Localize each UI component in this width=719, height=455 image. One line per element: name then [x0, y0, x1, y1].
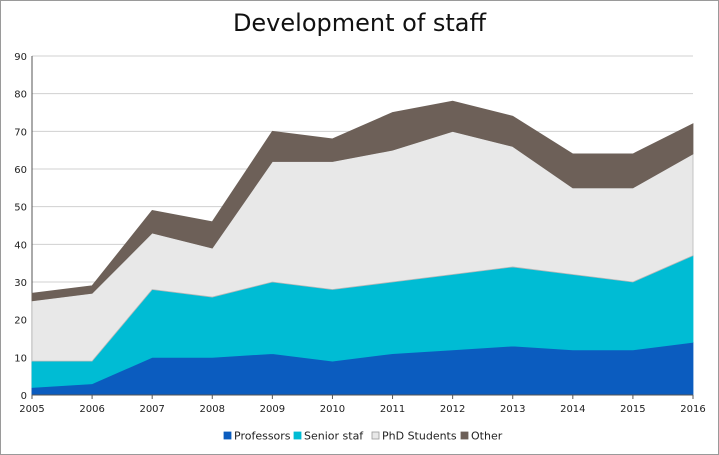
x-tick-label: 2008 — [200, 404, 225, 415]
x-tick-label: 2009 — [260, 404, 285, 415]
x-tick-label: 2013 — [500, 404, 525, 415]
y-tick-label: 70 — [14, 127, 27, 138]
legend-label: Professors — [234, 430, 291, 443]
x-tick-label: 2015 — [620, 404, 645, 415]
y-tick-label: 30 — [14, 278, 27, 289]
x-tick-label: 2010 — [320, 404, 345, 415]
y-tick-label: 20 — [14, 316, 27, 327]
legend-label: PhD Students — [382, 430, 457, 443]
y-tick-label: 40 — [14, 240, 27, 251]
y-tick-label: 80 — [14, 90, 27, 101]
y-tick-label: 50 — [14, 203, 27, 214]
legend-swatch-phd-students — [371, 431, 380, 440]
x-tick-label: 2016 — [680, 404, 705, 415]
legend-swatch-other — [460, 431, 469, 440]
y-tick-label: 60 — [14, 165, 27, 176]
legend-swatch-senior-staf — [293, 431, 302, 440]
x-tick-label: 2007 — [139, 404, 164, 415]
chart-title: Development of staff — [232, 9, 487, 37]
x-tick-label: 2014 — [560, 404, 585, 415]
x-tick-label: 2005 — [19, 404, 44, 415]
x-tick-label: 2011 — [380, 404, 405, 415]
y-tick-label: 0 — [21, 391, 27, 402]
legend-label: Senior staf — [304, 430, 364, 443]
area-series-other — [31, 100, 694, 302]
legend-label: Other — [471, 430, 503, 443]
x-tick-label: 2012 — [440, 404, 465, 415]
y-tick-label: 90 — [14, 52, 27, 63]
y-tick-label: 10 — [14, 353, 27, 364]
legend-swatch-professors — [223, 431, 232, 440]
x-tick-label: 2006 — [79, 404, 104, 415]
